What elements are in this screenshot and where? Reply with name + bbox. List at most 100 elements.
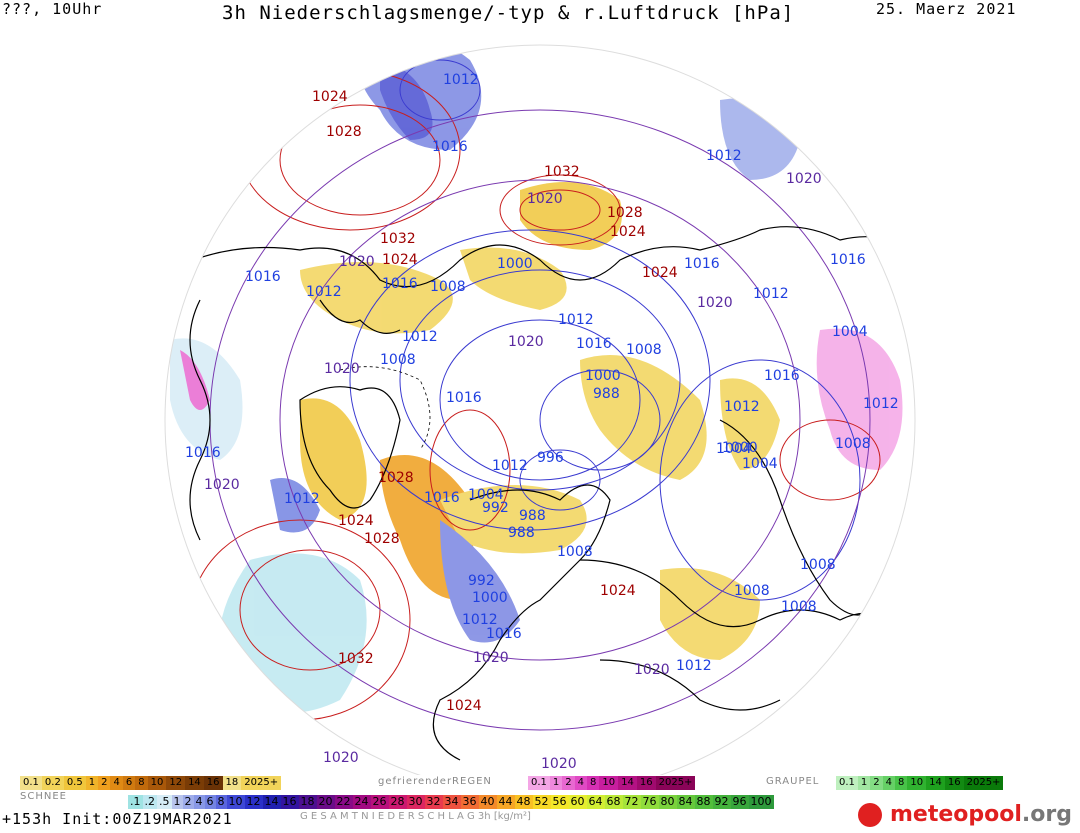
snow-swatch: 2025+: [241, 776, 282, 790]
snow-swatch: 6: [122, 776, 136, 790]
isobar-label: 1004: [468, 487, 504, 503]
isobar-label: 1016: [576, 336, 612, 352]
precipitation-pressure-map: 1012 1024 1028 1016 1032 1012 1020 1020 1028 1024…: [164, 44, 916, 775]
isobar-label: 1024: [382, 252, 418, 268]
isobar-label: 996: [537, 450, 564, 466]
total-swatch: 24: [352, 795, 371, 809]
isobar-label: 1016: [830, 252, 866, 268]
total-swatch: 26: [370, 795, 389, 809]
isobar-label: 1028: [364, 531, 400, 547]
graupel-swatch: 4: [882, 776, 896, 790]
isobar-label: 1016: [446, 390, 482, 406]
total-swatch: .2: [142, 795, 157, 809]
snow-title: SCHNEE: [20, 791, 67, 802]
snow-swatch: 12: [166, 776, 186, 790]
isobar-label: 1012: [706, 148, 742, 164]
isobar-label: 1000: [472, 590, 508, 606]
freezing-swatch: 16: [636, 776, 656, 790]
isobar-label: 1008: [734, 583, 770, 599]
isobar-label: 1012: [863, 396, 899, 412]
logo-text-b: pool: [968, 802, 1022, 827]
freezing-swatch: 1: [549, 776, 563, 790]
isobar-label: 1000: [497, 256, 533, 272]
isobar-label: 1008: [557, 544, 593, 560]
graupel-swatch: 14: [926, 776, 945, 790]
total-swatch: 72: [622, 795, 641, 809]
isobar-label: 1012: [724, 399, 760, 415]
isobar-label: 1000: [722, 440, 758, 456]
total-swatch: 84: [676, 795, 695, 809]
isobar-label: 1020: [339, 254, 375, 270]
isobar-label: 1028: [607, 205, 643, 221]
snow-swatch: 0.2: [41, 776, 64, 790]
meteopool-logo[interactable]: meteopool.org: [858, 802, 1072, 827]
isobar-label: 1020: [697, 295, 733, 311]
total-swatch: .1: [128, 795, 143, 809]
graupel-swatch: 16: [944, 776, 964, 790]
isobar-label: 1028: [378, 470, 414, 486]
snow-swatch: 16: [203, 776, 223, 790]
freezing-legend: 0.1 1 2 4 8 10 14 16 2025+: [528, 776, 696, 790]
total-swatch: .5: [157, 795, 172, 809]
isobar-label: 1024: [642, 265, 678, 281]
total-legend: .1.2.5 1 2 4 6 8 10 12 14 16 18 20 22 24 26 28 30 32 34 36 4…: [128, 795, 774, 809]
isobar-label: 1024: [610, 224, 646, 240]
snow-swatch: 10: [147, 776, 167, 790]
total-swatch: 2: [182, 795, 194, 809]
graupel-swatch: 2025+: [963, 776, 1004, 790]
isobar-label: 1020: [204, 477, 240, 493]
isobar-label: 1016: [424, 490, 460, 506]
total-swatch: 36: [460, 795, 479, 809]
isobar-lines: [189, 59, 881, 731]
isobar-label: 1016: [245, 269, 281, 285]
snow-swatch: 4: [110, 776, 123, 790]
total-swatch: 100: [748, 795, 774, 809]
graupel-title: GRAUPEL: [766, 776, 820, 787]
graupel-legend: 0.1 1 2 4 8 10 14 16 2025+: [836, 776, 1004, 790]
isobar-label: 1008: [626, 342, 662, 358]
isobar-label: 1012: [558, 312, 594, 328]
total-swatch: 92: [712, 795, 731, 809]
isobar-label: 1032: [380, 231, 416, 247]
run-label: ???, 10Uhr: [2, 0, 103, 18]
freezing-swatch: 2025+: [655, 776, 696, 790]
isobar-label: 1012: [402, 329, 438, 345]
freezing-title: gefrierenderREGEN: [378, 776, 492, 787]
isobar-label: 1008: [800, 557, 836, 573]
total-swatch: 32: [424, 795, 443, 809]
total-swatch: 52: [532, 795, 551, 809]
isobar-label: 1012: [284, 491, 320, 507]
isobar-label: 1020: [508, 334, 544, 350]
isobar-label: 1020: [786, 171, 822, 187]
isobar-label: 1012: [306, 284, 342, 300]
map-disc: [169, 45, 911, 761]
isobar-label: 1012: [443, 72, 479, 88]
isobar-label: 1004: [742, 456, 778, 472]
graupel-swatch: 10: [907, 776, 927, 790]
snow-legend: 0.1 0.2 0.5 1 2 4 6 8 10 12 14 16 18 2025+: [20, 776, 282, 790]
isobar-label: 1016: [684, 256, 720, 272]
total-swatch: 44: [496, 795, 515, 809]
total-swatch: 14: [262, 795, 281, 809]
isobar-label: 1008: [380, 352, 416, 368]
total-swatch: 22: [334, 795, 353, 809]
coastlines: [169, 226, 911, 761]
snow-swatch: 18: [222, 776, 242, 790]
isobar-label: 988: [593, 386, 620, 402]
isobar-label: 1020: [324, 361, 360, 377]
isobar-label: 1032: [544, 164, 580, 180]
map-date: 25. Maerz 2021: [876, 0, 1017, 18]
isobar-label: 1012: [492, 458, 528, 474]
isobar-label: 1024: [600, 583, 636, 599]
total-swatch: 4: [193, 795, 205, 809]
total-swatch: 12: [244, 795, 263, 809]
total-swatch: 68: [604, 795, 623, 809]
isobar-label: 1032: [338, 651, 374, 667]
total-swatch: 96: [730, 795, 749, 809]
isobar-label: 1008: [835, 436, 871, 452]
snow-swatch: 8: [135, 776, 148, 790]
total-swatch: 48: [514, 795, 533, 809]
isobar-label: 1012: [676, 658, 712, 674]
freezing-swatch: 0.1: [528, 776, 550, 790]
isobar-label: 1016: [185, 445, 221, 461]
